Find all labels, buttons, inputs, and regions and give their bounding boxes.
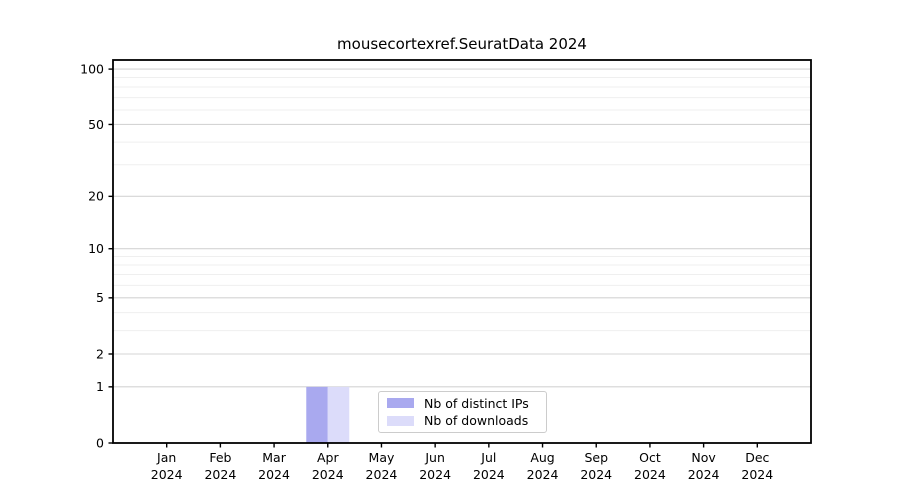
y-tick-label: 0: [96, 435, 104, 450]
x-tick-label-month: Apr: [317, 450, 339, 465]
x-tick-label-month: Mar: [262, 450, 286, 465]
y-tick-label: 100: [80, 61, 104, 76]
x-tick-label-month: May: [369, 450, 395, 465]
y-tick-label: 2: [96, 346, 104, 361]
x-tick-label-year: 2024: [312, 467, 344, 482]
x-tick-label-year: 2024: [527, 467, 559, 482]
x-tick-label-month: Nov: [691, 450, 716, 465]
chart-title: mousecortexref.SeuratData 2024: [337, 35, 587, 53]
x-tick-label-year: 2024: [366, 467, 398, 482]
legend-item-distinct-ips: Nb of distinct IPs: [387, 395, 546, 412]
y-tick-label: 10: [88, 241, 104, 256]
x-tick-label-month: Sep: [584, 450, 608, 465]
x-tick-label-month: Jun: [424, 450, 445, 465]
bar-distinct-ips: [306, 386, 328, 443]
x-tick-label-year: 2024: [580, 467, 612, 482]
legend-swatch-distinct-ips: [387, 398, 414, 409]
x-tick-label-year: 2024: [473, 467, 505, 482]
x-tick-label-year: 2024: [634, 467, 666, 482]
x-tick-label-year: 2024: [204, 467, 236, 482]
legend-swatch-downloads: [387, 415, 414, 426]
legend-label-downloads: Nb of downloads: [424, 413, 529, 429]
x-tick-label-month: Aug: [530, 450, 554, 465]
x-tick-label-month: Jul: [480, 450, 496, 465]
x-tick-label-year: 2024: [741, 467, 773, 482]
bar-downloads: [327, 386, 350, 443]
y-tick-label: 5: [96, 290, 104, 305]
x-tick-label-year: 2024: [688, 467, 720, 482]
legend-item-downloads: Nb of downloads: [387, 412, 546, 429]
x-tick-label-year: 2024: [258, 467, 290, 482]
legend: Nb of distinct IPs Nb of downloads: [378, 391, 547, 433]
y-tick-label: 50: [88, 117, 104, 132]
legend-label-distinct-ips: Nb of distinct IPs: [424, 395, 529, 411]
x-tick-label-year: 2024: [419, 467, 451, 482]
x-tick-label-month: Feb: [209, 450, 231, 465]
x-tick-label-month: Dec: [745, 450, 769, 465]
y-tick-label: 1: [96, 379, 104, 394]
y-tick-label: 20: [88, 189, 104, 204]
x-tick-label-month: Oct: [639, 450, 661, 465]
x-tick-label-month: Jan: [156, 450, 176, 465]
x-tick-label-year: 2024: [151, 467, 183, 482]
plot-border: [112, 59, 812, 444]
